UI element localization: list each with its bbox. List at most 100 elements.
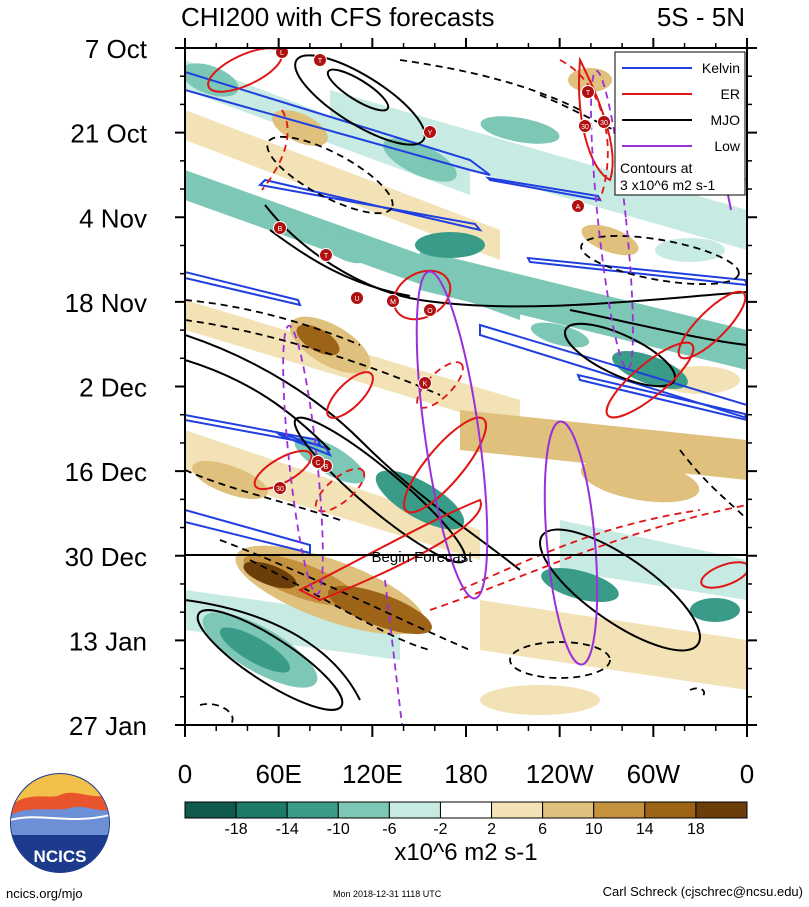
x-tick-label: 120W (526, 759, 594, 789)
y-tick-label: 30 Dec (65, 542, 147, 572)
y-tick-label: 16 Dec (65, 457, 147, 487)
legend-label-kelvin: Kelvin (702, 60, 740, 76)
mjo-contour-dashed (199, 703, 234, 725)
storm-marker: K (418, 376, 432, 390)
shade-band (480, 600, 747, 690)
colorbar-units: x10^6 m2 s-1 (394, 839, 537, 866)
mjo-contour (196, 609, 344, 711)
storm-marker-label: U (354, 296, 359, 303)
kelvin-contour (576, 373, 747, 422)
shade-blob (581, 224, 639, 256)
colorbar-label: -2 (433, 821, 447, 838)
mjo-contour-dashed (679, 449, 747, 521)
legend-label-low: Low (714, 138, 741, 154)
storm-marker-label: M (390, 299, 396, 306)
x-tick-label: 60W (627, 759, 681, 789)
y-tick-label: 13 Jan (69, 626, 147, 656)
colorbar-swatch (286, 801, 339, 819)
storm-marker: T (581, 85, 595, 99)
er-contour-dashed (314, 467, 366, 513)
storm-marker-dot (386, 294, 400, 308)
x-tick-label: 0 (740, 759, 754, 789)
shade-blob (580, 457, 700, 503)
legend-note-line1: Contours at (620, 160, 692, 176)
colorbar-label: -10 (327, 821, 350, 838)
shade-blob (480, 116, 560, 144)
shade-blob (192, 461, 268, 499)
storm-marker-dot (423, 125, 437, 139)
er-contour (677, 290, 747, 360)
shade-blob (296, 324, 340, 356)
colorbar-label: 2 (487, 821, 496, 838)
x-tick-label: 120E (342, 759, 403, 789)
storm-marker-label: A (576, 204, 581, 211)
mjo-contour-dashed (580, 234, 740, 286)
storm-marker-label: O (427, 308, 433, 315)
storm-marker-dot (418, 376, 432, 390)
shade-blob (219, 627, 291, 673)
mjo-contour-dashed (219, 539, 471, 651)
storm-marker: L (275, 48, 289, 59)
storm-marker-label: Y (428, 130, 433, 137)
colorbar-label: 10 (585, 821, 603, 838)
mjo-contour-dashed (185, 319, 441, 396)
storm-marker-label: C (315, 460, 320, 467)
storm-marker: M (386, 294, 400, 308)
kelvin-contour (526, 256, 747, 287)
colorbar-label: -6 (382, 821, 396, 838)
colorbar-swatch (235, 801, 288, 819)
er-contour (326, 371, 374, 419)
er-contour (253, 449, 313, 491)
mjo-contour-dashed (689, 687, 705, 699)
chart-title: CHI200 with CFS forecasts (181, 2, 495, 32)
y-tick-label: 27 Jan (69, 711, 147, 741)
storm-marker-dot (581, 85, 595, 99)
footer-website: ncics.org/mjo (6, 886, 83, 901)
storm-marker: A (571, 199, 585, 213)
storm-marker-dot (319, 248, 333, 262)
kelvin-contours (185, 70, 747, 555)
mjo-contour-dashed (539, 94, 747, 181)
shade-blob (690, 598, 740, 622)
colorbar-swatch (439, 801, 493, 819)
storm-marker: T (319, 248, 333, 262)
legend-label-mjo: MJO (710, 112, 740, 128)
mjo-contour-dashed (185, 469, 341, 521)
mjo-contours (185, 54, 747, 711)
mjo-contour (269, 229, 411, 297)
low-contour-dashed (384, 579, 403, 725)
storm-marker: T (313, 53, 327, 67)
kelvin-contour (185, 508, 311, 555)
mjo-contour-dashed (249, 559, 431, 651)
y-tick-label: 7 Oct (85, 34, 148, 64)
storm-marker-dot (578, 119, 592, 133)
legend: Kelvin ER MJO Low Contours at 3 x10^6 m2… (614, 51, 746, 196)
colorbar-swatch (644, 801, 697, 819)
storm-marker-dot (311, 455, 325, 469)
storm-marker-label: T (324, 253, 329, 260)
storm-marker: U (350, 291, 364, 305)
colorbar-swatch (593, 801, 646, 819)
shade-band (420, 250, 747, 370)
low-contour (415, 270, 489, 600)
storm-marker-label: L (280, 50, 284, 57)
er-contour-dashed (261, 109, 289, 191)
mjo-negative-contours (185, 59, 747, 725)
region-label: 5S - 5N (657, 2, 745, 32)
colorbar-label: 18 (687, 821, 705, 838)
storm-marker-label: T (586, 90, 591, 97)
er-contour (297, 498, 482, 602)
shade-blob (415, 232, 485, 258)
colorbar-label: -14 (276, 821, 299, 838)
storm-marker-dot (571, 199, 585, 213)
storm-marker-label: 30 (600, 120, 608, 127)
low-contours (415, 194, 732, 666)
logo-wave (11, 814, 109, 821)
storm-marker-dot (273, 221, 287, 235)
shade-band (460, 410, 747, 480)
er-contour-dashed (459, 509, 701, 591)
storm-marker-label: B (324, 464, 329, 471)
er-contour-dashed (416, 361, 464, 409)
